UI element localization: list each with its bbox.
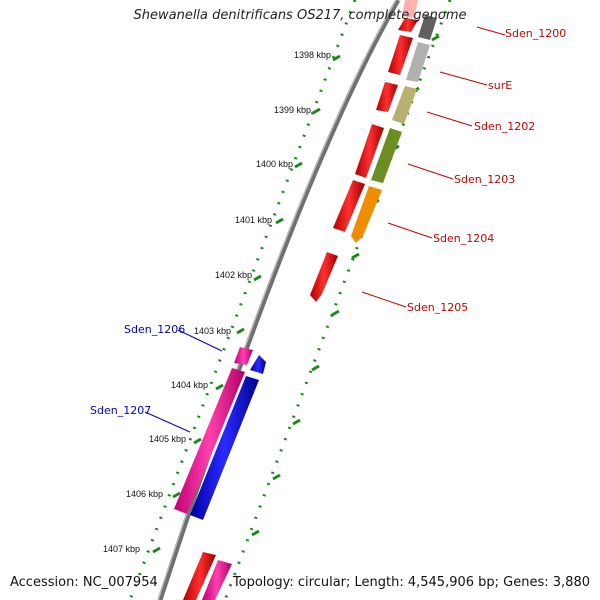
- gene-arrow-gray-top[interactable]: [418, 15, 437, 40]
- scale-label: 1402 kbp: [215, 270, 252, 280]
- scale-label: 1407 kbp: [103, 544, 140, 554]
- gene-arrow-bottom-red[interactable]: [183, 552, 216, 600]
- gene-feature-group[interactable]: [310, 0, 437, 302]
- scale-label: 1404 kbp: [171, 380, 208, 390]
- gene-label-surE[interactable]: surE: [488, 79, 512, 92]
- outer-tick-track: [128, 0, 357, 600]
- gene-label-sden-1206[interactable]: Sden_1206: [124, 323, 185, 336]
- gene-label-sden-1203[interactable]: Sden_1203: [454, 173, 515, 186]
- scale-label: 1398 kbp: [294, 50, 331, 60]
- label-leader-lines: [144, 26, 506, 433]
- scale-label: 1399 kbp: [274, 105, 311, 115]
- gene-arrow-sden-1207[interactable]: [174, 368, 245, 514]
- gene-label-sden-1202[interactable]: Sden_1202: [474, 120, 535, 133]
- topology-label: Topology: circular; Length: 4,545,906 bp…: [232, 575, 590, 590]
- gene-arrow-sden-1203[interactable]: [371, 128, 402, 183]
- scale-label: 1403 kbp: [194, 326, 231, 336]
- gene-arrow-surE-red[interactable]: [376, 82, 398, 112]
- reverse-gene-feature-group[interactable]: [174, 347, 266, 600]
- gene-arrow-bottom-pink[interactable]: [202, 560, 232, 600]
- gene-arrow-sden-1202[interactable]: [392, 86, 417, 124]
- gene-arrow-sden-1205[interactable]: [310, 252, 338, 302]
- scale-tick-marks: [152, 54, 341, 554]
- gene-arrow-sden-1206-blue[interactable]: [250, 355, 266, 374]
- gene-arrow-sden-1200-left[interactable]: [398, 18, 418, 32]
- gene-arrow-sden-1202-red[interactable]: [355, 124, 384, 178]
- scale-label: 1406 kbp: [126, 489, 163, 499]
- accession-label: Accession: NC_007954: [10, 575, 158, 590]
- gene-arrow-sden-1206[interactable]: [234, 347, 253, 365]
- scale-label: 1400 kbp: [256, 159, 293, 169]
- gene-arrow-sden-1200[interactable]: [388, 35, 413, 75]
- scale-label: 1401 kbp: [235, 215, 272, 225]
- gene-label-sden-1200[interactable]: Sden_1200: [505, 27, 566, 40]
- gene-arrow-sden-1207-blue[interactable]: [190, 376, 259, 520]
- gene-arrow-surE[interactable]: [406, 42, 430, 82]
- gene-label-sden-1204[interactable]: Sden_1204: [433, 232, 494, 245]
- gene-label-sden-1207[interactable]: Sden_1207: [90, 404, 151, 417]
- gene-label-sden-1205[interactable]: Sden_1205: [407, 301, 468, 314]
- scale-label: 1405 kbp: [149, 434, 186, 444]
- map-title: Shewanella denitrificans OS217, complete…: [133, 8, 467, 23]
- gene-arrow-sden-1204[interactable]: [351, 186, 382, 243]
- gene-arrow-pink-top[interactable]: [402, 0, 418, 18]
- gene-arrow-sden-1203-red[interactable]: [333, 180, 365, 232]
